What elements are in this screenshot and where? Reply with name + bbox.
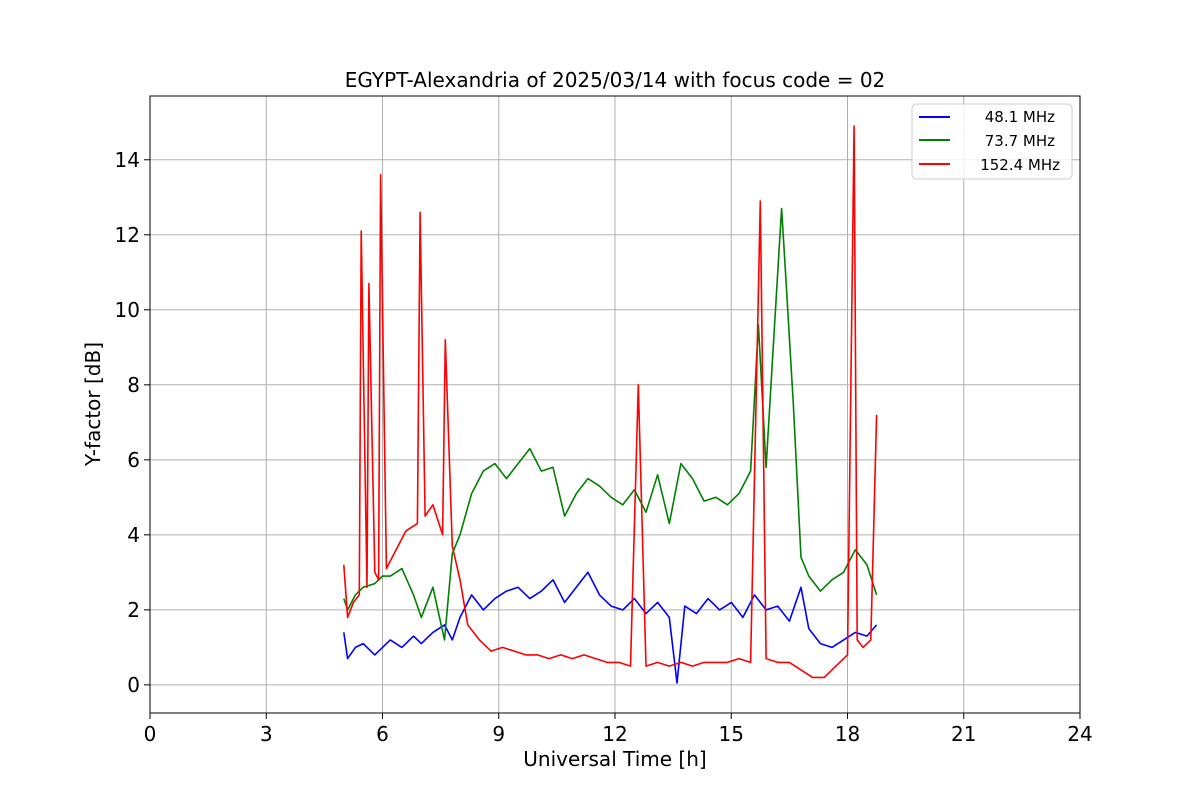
series-line-73-7-mhz: [343, 207, 878, 641]
y-tick-label: 14: [115, 148, 140, 172]
x-tick-label: 18: [835, 722, 860, 746]
x-tick-label: 12: [602, 722, 627, 746]
legend: 48.1 MHz 73.7 MHz 152.4 MHz: [911, 103, 1073, 180]
x-tick-label: 6: [376, 722, 389, 746]
x-tick-label: 3: [260, 722, 273, 746]
y-axis-label: Y-factor [dB]: [81, 342, 105, 467]
y-tick-label: 12: [115, 223, 140, 247]
x-axis-label: Universal Time [h]: [523, 747, 706, 771]
x-tick-label: 0: [144, 722, 157, 746]
y-tick-label: 2: [127, 598, 140, 622]
chart-title: EGYPT-Alexandria of 2025/03/14 with focu…: [345, 68, 886, 92]
x-tick-label: 21: [951, 722, 976, 746]
legend-box: [911, 103, 1073, 180]
x-tick-label: 15: [719, 722, 744, 746]
y-tick-label: 8: [127, 373, 140, 397]
y-tick-label: 10: [115, 298, 140, 322]
legend-label-73-7-mhz: 73.7 MHz: [985, 132, 1055, 150]
x-tick-label: 24: [1067, 722, 1092, 746]
y-tick-label: 0: [127, 673, 140, 697]
legend-label-152-4-mhz: 152.4 MHz: [980, 156, 1060, 174]
series-layer: [343, 125, 878, 684]
y-tick-label: 6: [127, 448, 140, 472]
series-line-152-4-mhz: [343, 125, 878, 679]
y-tick-label: 4: [127, 523, 140, 547]
series-line-48-1-mhz: [343, 571, 878, 684]
x-tick-label: 9: [492, 722, 505, 746]
legend-label-48-1-mhz: 48.1 MHz: [985, 108, 1055, 126]
